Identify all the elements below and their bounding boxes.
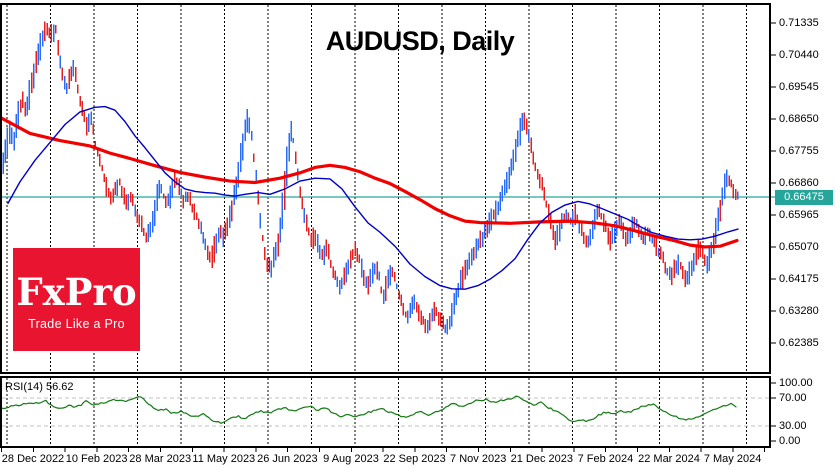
date-label: 11 May 2023	[192, 453, 256, 465]
rsi-scale-label: 0.00	[779, 435, 801, 447]
price-tick-label: 0.65070	[779, 241, 819, 253]
price-tick-label: 0.64175	[779, 273, 819, 285]
price-tick-label: 0.65965	[779, 209, 819, 221]
date-label: 26 Jun 2023	[257, 453, 318, 465]
price-tick-label: 0.70440	[779, 49, 819, 61]
date-label: 7 May 2024	[703, 453, 762, 465]
price-tick-label: 0.62385	[779, 337, 819, 349]
price-tick-label: 0.68650	[779, 113, 819, 125]
date-label: 9 Aug 2023	[323, 453, 379, 465]
fxpro-logo-text: FxPro	[16, 270, 137, 314]
date-label: 7 Nov 2023	[450, 453, 507, 465]
date-label: 28 Dec 2022	[1, 453, 65, 465]
current-price-tag: 0.66475	[775, 190, 833, 205]
date-label: 7 Feb 2024	[577, 453, 634, 465]
fxpro-logo: FxPro Trade Like a Pro	[13, 248, 140, 351]
date-label: 22 Sep 2023	[383, 453, 446, 465]
rsi-scale-label: 30.00	[779, 420, 807, 432]
chart-title: AUDUSD, Daily	[325, 26, 515, 56]
price-tick-label: 0.67755	[779, 145, 819, 157]
rsi-scale-label: 70.00	[779, 392, 807, 404]
date-label: 28 Mar 2023	[129, 453, 192, 465]
date-label: 10 Feb 2023	[65, 453, 128, 465]
price-tick-label: 0.66860	[779, 177, 819, 189]
price-tick-label: 0.69545	[779, 81, 819, 93]
fxpro-logo-tagline: Trade Like a Pro	[28, 317, 125, 331]
rsi-scale-label: 100.00	[779, 377, 813, 389]
date-label: 21 Dec 2023	[510, 453, 573, 465]
rsi-indicator-label: RSI(14) 56.62	[5, 381, 74, 393]
date-label: 22 Mar 2024	[638, 453, 700, 465]
price-tick-label: 0.63280	[779, 305, 819, 317]
price-tick-label: 0.71335	[779, 17, 819, 29]
